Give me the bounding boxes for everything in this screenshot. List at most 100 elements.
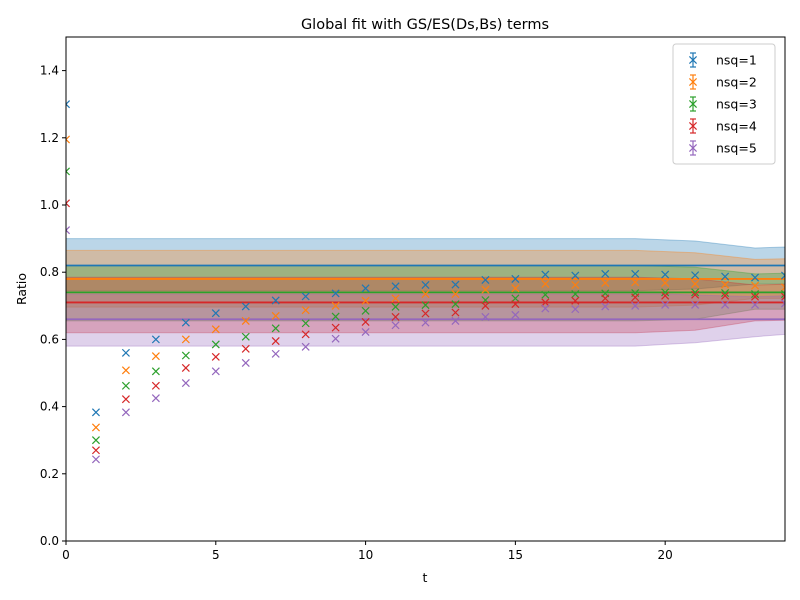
- data-point-nsq3-t17: [571, 290, 580, 299]
- data-point-nsq2-t0: [66, 135, 71, 144]
- data-point-nsq1-t13: [451, 280, 460, 289]
- data-point-nsq1-t4: [181, 318, 190, 327]
- data-point-nsq5-t1: [91, 455, 100, 464]
- data-point-nsq4-t22: [721, 291, 730, 300]
- y-tick-label: 1.0: [40, 198, 59, 212]
- data-point-nsq1-t20: [661, 270, 670, 279]
- data-point-nsq2-t9: [331, 301, 340, 310]
- data-point-nsq4-t8: [301, 330, 310, 339]
- data-point-nsq2-t12: [421, 290, 430, 299]
- data-point-nsq2-t19: [631, 278, 640, 287]
- data-point-nsq1-t7: [271, 296, 280, 305]
- data-point-nsq1-t23: [751, 273, 760, 282]
- data-point-nsq4-t4: [181, 363, 190, 372]
- data-point-nsq4-t6: [241, 344, 250, 353]
- y-axis: 0.0 0.2 0.4 0.6 0.8 1.0 1.2 1.4: [40, 64, 66, 548]
- data-point-nsq3-t6: [241, 332, 250, 341]
- legend-entry-5: nsq=5: [688, 140, 757, 156]
- legend-label: nsq=3: [716, 97, 757, 112]
- data-point-nsq3-t11: [391, 302, 400, 311]
- data-point-nsq2-t14: [481, 285, 490, 294]
- data-point-nsq5-t0: [66, 226, 71, 235]
- data-point-nsq2-t21: [691, 279, 700, 288]
- data-point-nsq4-t16: [541, 298, 550, 307]
- data-point-nsq1-t14: [481, 275, 490, 284]
- data-point-nsq2-t20: [661, 278, 670, 287]
- data-point-nsq5-t2: [121, 408, 130, 417]
- data-point-nsq4-t23: [751, 292, 760, 301]
- data-point-nsq4-t17: [571, 296, 580, 305]
- data-point-nsq3-t14: [481, 296, 490, 305]
- data-point-nsq1-t21: [691, 271, 700, 280]
- data-point-nsq1-t8: [301, 292, 310, 301]
- data-point-nsq5-t22: [721, 300, 730, 309]
- data-point-nsq2-t13: [451, 290, 460, 299]
- data-point-nsq1-t11: [391, 282, 400, 291]
- y-tick-label: 0.2: [40, 467, 59, 481]
- data-point-nsq1-t5: [211, 309, 220, 318]
- x-tick-label: 20: [658, 548, 673, 562]
- data-point-nsq3-t10: [361, 306, 370, 315]
- plot-frame: [65, 36, 786, 542]
- x-axis: 0 5 10 15 20: [62, 541, 673, 562]
- x-tick-label: 0: [62, 548, 70, 562]
- data-point-nsq4-t7: [271, 337, 280, 346]
- data-point-nsq4-t10: [361, 317, 370, 326]
- data-point-nsq5-t7: [271, 349, 280, 358]
- data-point-nsq2-t22: [721, 280, 730, 289]
- data-point-nsq2-t10: [361, 296, 370, 305]
- data-point-nsq3-t22: [721, 289, 730, 298]
- data-point-nsq2-t7: [271, 311, 280, 320]
- data-point-nsq5-t14: [481, 312, 490, 321]
- data-point-nsq5-t10: [361, 327, 370, 337]
- legend-label: nsq=1: [716, 53, 757, 68]
- data-point-nsq3-t24: [780, 290, 785, 299]
- data-point-nsq4-t5: [211, 352, 220, 361]
- y-tick-label: 0.8: [40, 265, 59, 279]
- legend-entry-1: nsq=1: [688, 52, 757, 68]
- data-point-nsq1-t3: [151, 335, 160, 344]
- data-point-nsq1-t2: [121, 348, 130, 357]
- data-point-nsq2-t24: [780, 283, 785, 292]
- data-point-nsq5-t23: [751, 300, 760, 309]
- data-point-nsq5-t3: [151, 394, 160, 403]
- data-point-nsq5-t21: [691, 300, 700, 309]
- data-point-nsq3-t15: [511, 294, 520, 303]
- data-point-nsq1-t10: [361, 284, 370, 293]
- data-point-nsq4-t24: [780, 292, 785, 301]
- data-point-nsq2-t15: [511, 284, 520, 293]
- data-point-nsq5-t19: [631, 301, 640, 310]
- data-point-nsq3-t20: [661, 288, 670, 297]
- data-point-nsq4-t13: [451, 308, 460, 317]
- data-point-nsq5-t11: [391, 321, 400, 330]
- legend-entry-3: nsq=3: [688, 96, 757, 112]
- data-point-nsq3-t16: [541, 290, 550, 299]
- data-point-nsq3-t4: [181, 351, 190, 360]
- data-point-nsq4-t14: [481, 301, 490, 310]
- data-point-nsq1-t12: [421, 280, 430, 289]
- x-tick-label: 5: [212, 548, 220, 562]
- data-point-nsq5-t16: [541, 304, 550, 313]
- data-point-nsq3-t3: [151, 367, 160, 376]
- legend-label: nsq=4: [716, 119, 757, 134]
- data-point-nsq5-t8: [301, 342, 310, 351]
- legend-label: nsq=5: [716, 141, 757, 156]
- data-point-nsq2-t23: [751, 281, 760, 290]
- data-point-nsq2-t1: [91, 423, 100, 432]
- data-point-nsq4-t18: [601, 294, 610, 303]
- data-point-nsq2-t5: [211, 325, 220, 334]
- x-tick-label: 10: [358, 548, 373, 562]
- data-point-nsq3-t7: [271, 324, 280, 333]
- y-tick-label: 1.4: [40, 64, 59, 78]
- data-point-nsq3-t13: [451, 300, 460, 309]
- data-point-nsq1-t24: [780, 271, 785, 280]
- data-point-nsq1-t15: [511, 274, 520, 283]
- data-point-nsq5-t15: [511, 310, 520, 319]
- data-point-nsq5-t6: [241, 358, 250, 367]
- data-point-nsq3-t21: [691, 288, 700, 297]
- data-point-nsq2-t2: [121, 366, 130, 375]
- data-point-nsq1-t9: [331, 289, 340, 298]
- data-point-nsq1-t22: [721, 272, 730, 281]
- x-tick-label: 15: [508, 548, 523, 562]
